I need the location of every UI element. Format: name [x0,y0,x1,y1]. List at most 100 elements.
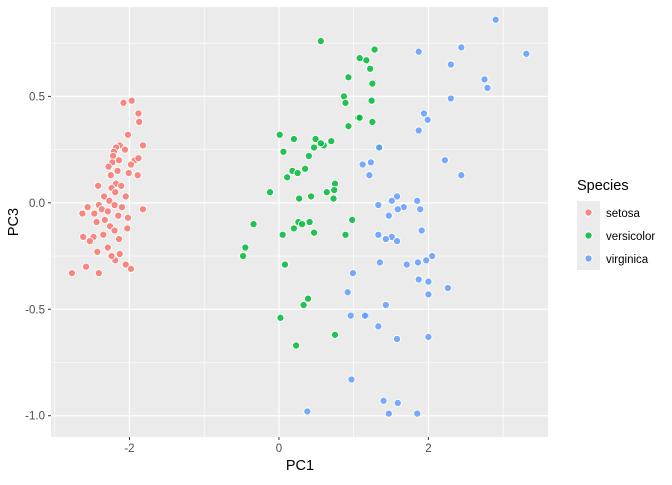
data-point-setosa [110,200,119,210]
data-point-virginica [366,158,375,167]
data-point-setosa [121,260,130,269]
data-point-virginica [343,288,352,297]
data-point-versicolor [298,220,307,229]
data-point-virginica [422,256,431,265]
data-point-versicolor [241,243,250,252]
data-point-virginica [424,332,433,342]
data-point-virginica [379,396,388,405]
data-point-virginica [358,160,367,169]
data-point-setosa [90,209,99,218]
data-point-versicolor [265,188,275,197]
data-point-versicolor [344,73,353,82]
data-point-setosa [120,145,130,154]
data-point-setosa [127,96,136,105]
data-point-setosa [106,171,115,180]
data-point-setosa [100,215,109,224]
data-point-virginica [440,156,449,165]
data-point-virginica [392,192,402,201]
data-point-virginica [522,49,531,58]
data-point-setosa [93,247,102,256]
data-point-setosa [103,207,112,216]
data-point-versicolor [304,294,313,303]
data-point-setosa [134,154,143,163]
legend-marker-versicolor [584,231,593,240]
data-point-setosa [94,269,103,278]
data-point-setosa [138,205,147,214]
data-point-virginica [392,237,402,246]
y-tick-label: 0.5 [29,91,45,103]
legend-marker-virginica [584,254,593,263]
legend-title: Species [577,178,629,194]
data-point-versicolor [305,217,314,227]
data-point-versicolor [301,164,310,173]
data-point-virginica [414,275,423,284]
data-point-versicolor [355,54,364,63]
x-axis-title: PC1 [286,458,314,474]
data-point-virginica [392,335,402,344]
data-point-versicolor [368,79,377,88]
data-point-versicolor [289,134,298,144]
legend-label-versicolor: versicolor [606,231,655,243]
data-point-versicolor [295,194,304,203]
data-point-versicolor [311,134,320,144]
data-point-versicolor [293,168,302,178]
data-point-virginica [491,15,500,24]
data-point-versicolor [368,117,377,127]
data-point-versicolor [362,56,371,65]
data-point-setosa [114,234,124,244]
data-point-setosa [78,209,87,218]
data-point-virginica [347,375,356,384]
data-point-versicolor [304,151,313,161]
data-point-versicolor [330,186,339,195]
data-point-setosa [99,230,108,239]
data-point-setosa [124,168,133,178]
y-tick-label: -0.5 [25,304,45,316]
data-point-versicolor [278,230,287,239]
data-point-virginica [457,171,466,180]
data-point-setosa [123,213,133,222]
data-point-versicolor [310,143,319,152]
data-point-virginica [457,43,466,52]
data-point-virginica [393,205,402,214]
data-point-virginica [446,60,455,69]
data-point-setosa [79,232,88,241]
data-point-setosa [83,203,92,212]
data-point-virginica [393,398,402,407]
data-point-virginica [443,283,452,293]
x-tick-label: -2 [124,443,134,455]
series-virginica [303,15,531,418]
data-point-setosa [115,249,124,258]
data-point-virginica [384,409,393,418]
data-point-virginica [375,258,384,267]
data-point-versicolor [370,45,379,54]
data-point-versicolor [307,192,316,201]
data-point-setosa [123,130,133,139]
data-point-setosa [104,162,113,171]
data-point-virginica [360,311,369,320]
series-setosa [67,96,147,278]
y-tick-label: 0.0 [29,198,45,210]
data-point-virginica [483,83,492,92]
data-point-virginica [423,115,432,124]
data-point-setosa [85,237,94,246]
data-point-versicolor [310,228,319,237]
data-point-setosa [135,117,144,127]
y-tick-label: -1.0 [25,411,45,423]
y-axis: -1.0 -0.5 0.0 0.5 [25,91,51,423]
data-point-virginica [374,230,383,239]
x-tick-label: 2 [425,443,431,455]
data-point-versicolor [276,313,285,322]
data-point-virginica [374,200,383,210]
data-points [67,15,531,418]
data-point-setosa [117,203,127,212]
data-point-versicolor [327,137,336,146]
data-point-virginica [375,143,384,152]
data-point-setosa [126,264,136,273]
data-point-setosa [134,109,143,118]
data-point-versicolor [292,341,301,350]
data-point-versicolor [366,64,375,73]
data-point-virginica [413,196,422,205]
data-point-virginica [348,269,357,278]
data-point-virginica [414,47,423,56]
